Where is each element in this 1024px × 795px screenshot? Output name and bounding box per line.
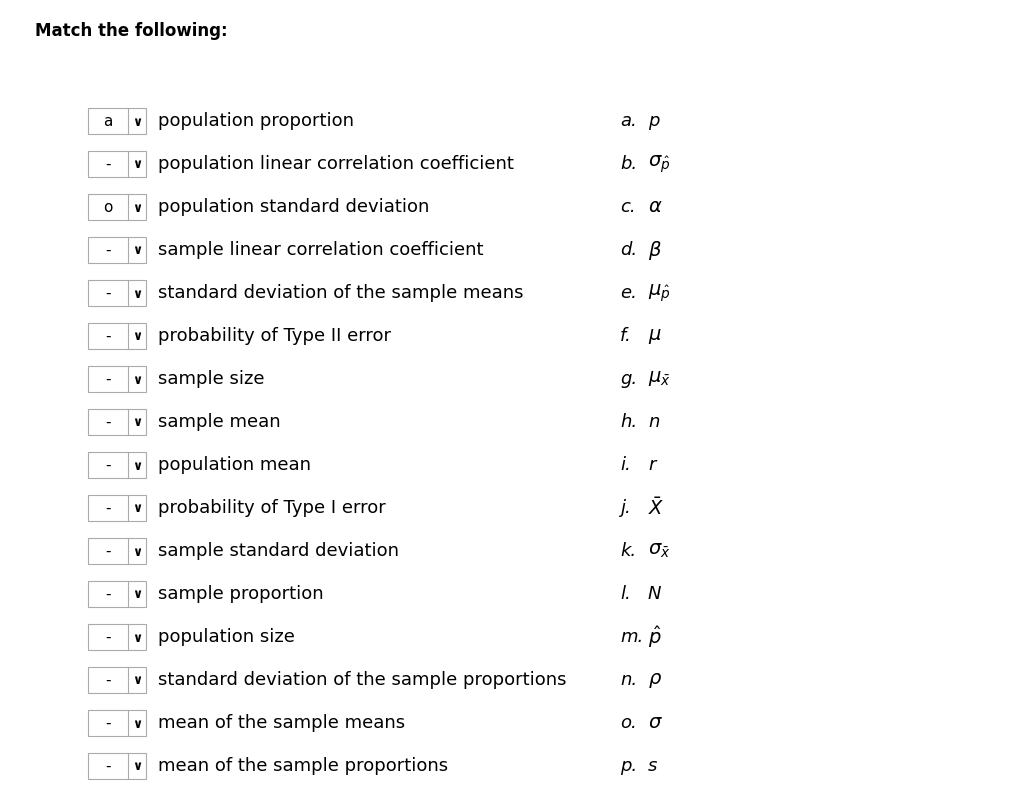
Text: g.: g. xyxy=(620,370,637,388)
Text: mean of the sample means: mean of the sample means xyxy=(158,714,406,732)
Text: ∨: ∨ xyxy=(132,158,142,172)
Text: ∨: ∨ xyxy=(132,631,142,645)
Text: n.: n. xyxy=(620,671,637,689)
Bar xyxy=(88,366,146,392)
Text: $\sigma_{\hat{p}}$: $\sigma_{\hat{p}}$ xyxy=(648,153,671,175)
Bar xyxy=(88,452,146,478)
Text: ∨: ∨ xyxy=(132,545,142,559)
Text: s: s xyxy=(648,757,657,775)
Bar xyxy=(88,667,146,693)
Text: sample linear correlation coefficient: sample linear correlation coefficient xyxy=(158,241,483,259)
Text: h.: h. xyxy=(620,413,637,431)
Bar xyxy=(88,151,146,177)
Text: -: - xyxy=(105,630,111,645)
Text: $\beta$: $\beta$ xyxy=(648,238,662,262)
Text: b.: b. xyxy=(620,155,637,173)
Text: -: - xyxy=(105,544,111,559)
Text: ∨: ∨ xyxy=(132,374,142,386)
Text: $\hat{p}$: $\hat{p}$ xyxy=(648,624,662,650)
Text: $\mu_{\hat{p}}$: $\mu_{\hat{p}}$ xyxy=(648,282,671,304)
Text: ∨: ∨ xyxy=(132,417,142,429)
Text: ∨: ∨ xyxy=(132,115,142,129)
Text: ∨: ∨ xyxy=(132,502,142,515)
Text: probability of Type I error: probability of Type I error xyxy=(158,499,386,517)
Bar xyxy=(88,108,146,134)
Text: n: n xyxy=(648,413,659,431)
Text: sample standard deviation: sample standard deviation xyxy=(158,542,399,560)
Text: $\sigma$: $\sigma$ xyxy=(648,713,663,732)
Text: mean of the sample proportions: mean of the sample proportions xyxy=(158,757,449,775)
Text: standard deviation of the sample means: standard deviation of the sample means xyxy=(158,284,523,302)
Bar xyxy=(88,495,146,521)
Text: N: N xyxy=(648,585,662,603)
Text: m.: m. xyxy=(620,628,643,646)
Bar xyxy=(88,409,146,435)
Bar xyxy=(88,237,146,263)
Text: ∨: ∨ xyxy=(132,761,142,774)
Text: -: - xyxy=(105,673,111,688)
Bar xyxy=(88,194,146,220)
Text: r: r xyxy=(648,456,655,474)
Text: -: - xyxy=(105,758,111,774)
Text: o.: o. xyxy=(620,714,637,732)
Bar xyxy=(88,710,146,736)
Text: -: - xyxy=(105,157,111,172)
Text: j.: j. xyxy=(620,499,631,517)
Text: Match the following:: Match the following: xyxy=(35,22,227,40)
Text: a.: a. xyxy=(620,112,637,130)
Text: sample mean: sample mean xyxy=(158,413,281,431)
Text: -: - xyxy=(105,501,111,515)
Text: ∨: ∨ xyxy=(132,674,142,688)
Text: population standard deviation: population standard deviation xyxy=(158,198,429,216)
Text: ∨: ∨ xyxy=(132,331,142,343)
Text: ∨: ∨ xyxy=(132,201,142,215)
Text: p: p xyxy=(648,112,659,130)
Text: -: - xyxy=(105,587,111,602)
Text: sample proportion: sample proportion xyxy=(158,585,324,603)
Text: a: a xyxy=(103,114,113,129)
Bar xyxy=(88,538,146,564)
Text: population mean: population mean xyxy=(158,456,311,474)
Text: population linear correlation coefficient: population linear correlation coefficien… xyxy=(158,155,514,173)
Bar xyxy=(88,624,146,650)
Text: o: o xyxy=(103,200,113,215)
Text: $\rho$: $\rho$ xyxy=(648,670,663,689)
Text: -: - xyxy=(105,716,111,731)
Text: ∨: ∨ xyxy=(132,718,142,731)
Text: standard deviation of the sample proportions: standard deviation of the sample proport… xyxy=(158,671,566,689)
Text: -: - xyxy=(105,371,111,386)
Text: l.: l. xyxy=(620,585,631,603)
Text: $\mu$: $\mu$ xyxy=(648,327,662,346)
Text: ∨: ∨ xyxy=(132,245,142,258)
Text: i.: i. xyxy=(620,456,631,474)
Text: c.: c. xyxy=(620,198,636,216)
Text: population size: population size xyxy=(158,628,295,646)
Bar xyxy=(88,753,146,779)
Text: p.: p. xyxy=(620,757,637,775)
Text: $\alpha$: $\alpha$ xyxy=(648,197,663,216)
Bar xyxy=(88,280,146,306)
Text: population proportion: population proportion xyxy=(158,112,354,130)
Text: e.: e. xyxy=(620,284,637,302)
Text: probability of Type II error: probability of Type II error xyxy=(158,327,391,345)
Text: ∨: ∨ xyxy=(132,460,142,472)
Text: ∨: ∨ xyxy=(132,588,142,602)
Text: $\sigma_{\bar{x}}$: $\sigma_{\bar{x}}$ xyxy=(648,541,671,560)
Text: f.: f. xyxy=(620,327,632,345)
Bar xyxy=(88,323,146,349)
Text: -: - xyxy=(105,328,111,343)
Text: d.: d. xyxy=(620,241,637,259)
Text: -: - xyxy=(105,285,111,301)
Bar xyxy=(88,581,146,607)
Text: sample size: sample size xyxy=(158,370,264,388)
Text: -: - xyxy=(105,414,111,429)
Text: k.: k. xyxy=(620,542,636,560)
Text: $\mu_{\bar{x}}$: $\mu_{\bar{x}}$ xyxy=(648,370,671,389)
Text: $\bar{X}$: $\bar{X}$ xyxy=(648,497,665,519)
Text: -: - xyxy=(105,242,111,258)
Text: -: - xyxy=(105,457,111,472)
Text: ∨: ∨ xyxy=(132,288,142,301)
